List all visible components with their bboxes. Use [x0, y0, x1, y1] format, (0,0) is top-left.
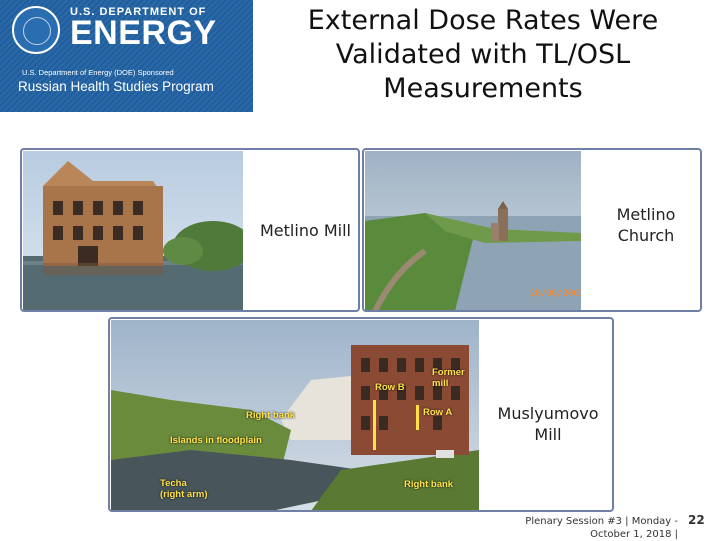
metlino-church-photo: 20/06/2007 [365, 151, 581, 310]
metlino-church-frame: 20/06/2007 Metlino Church [362, 148, 702, 312]
metlino-mill-frame: Metlino Mill [20, 148, 360, 312]
label-row-b: Row B [375, 382, 405, 393]
page-number: 22 [688, 513, 705, 527]
logo-energy: ENERGY [70, 14, 217, 52]
label-techa-right-arm: Techa (right arm) [160, 478, 208, 500]
muslyumovo-mill-caption: Muslyumovo Mill [497, 404, 599, 444]
metlino-mill-caption: Metlino Mill [260, 221, 351, 240]
label-row-a: Row A [423, 407, 453, 418]
label-former-mill: Former mill [432, 367, 465, 389]
metlino-mill-photo [23, 151, 243, 310]
doe-logo: U.S. DEPARTMENT OF ENERGY U.S. Departmen… [0, 0, 253, 112]
footer-session: Plenary Session #3 | Monday - October 1,… [525, 516, 678, 540]
church-date-stamp: 20/06/2007 [530, 289, 581, 299]
doe-seal-icon [12, 6, 60, 54]
label-right-bank-left: Right bank [246, 410, 296, 421]
slide-title: External Dose Rates Were Validated with … [307, 5, 659, 104]
metlino-church-caption: Metlino Church [616, 205, 676, 245]
label-islands-floodplain: Islands in floodplain [170, 435, 262, 446]
logo-sponsor-line: U.S. Department of Energy (DOE) Sponsore… [22, 68, 174, 77]
logo-department: U.S. DEPARTMENT OF [70, 6, 207, 18]
logo-program-name: Russian Health Studies Program [18, 79, 214, 94]
label-right-bank-bottom: Right bank [404, 479, 454, 490]
muslyumovo-mill-frame: Former mill Row B Row A Right bank Islan… [108, 317, 614, 512]
muslyumovo-mill-photo [111, 320, 479, 510]
